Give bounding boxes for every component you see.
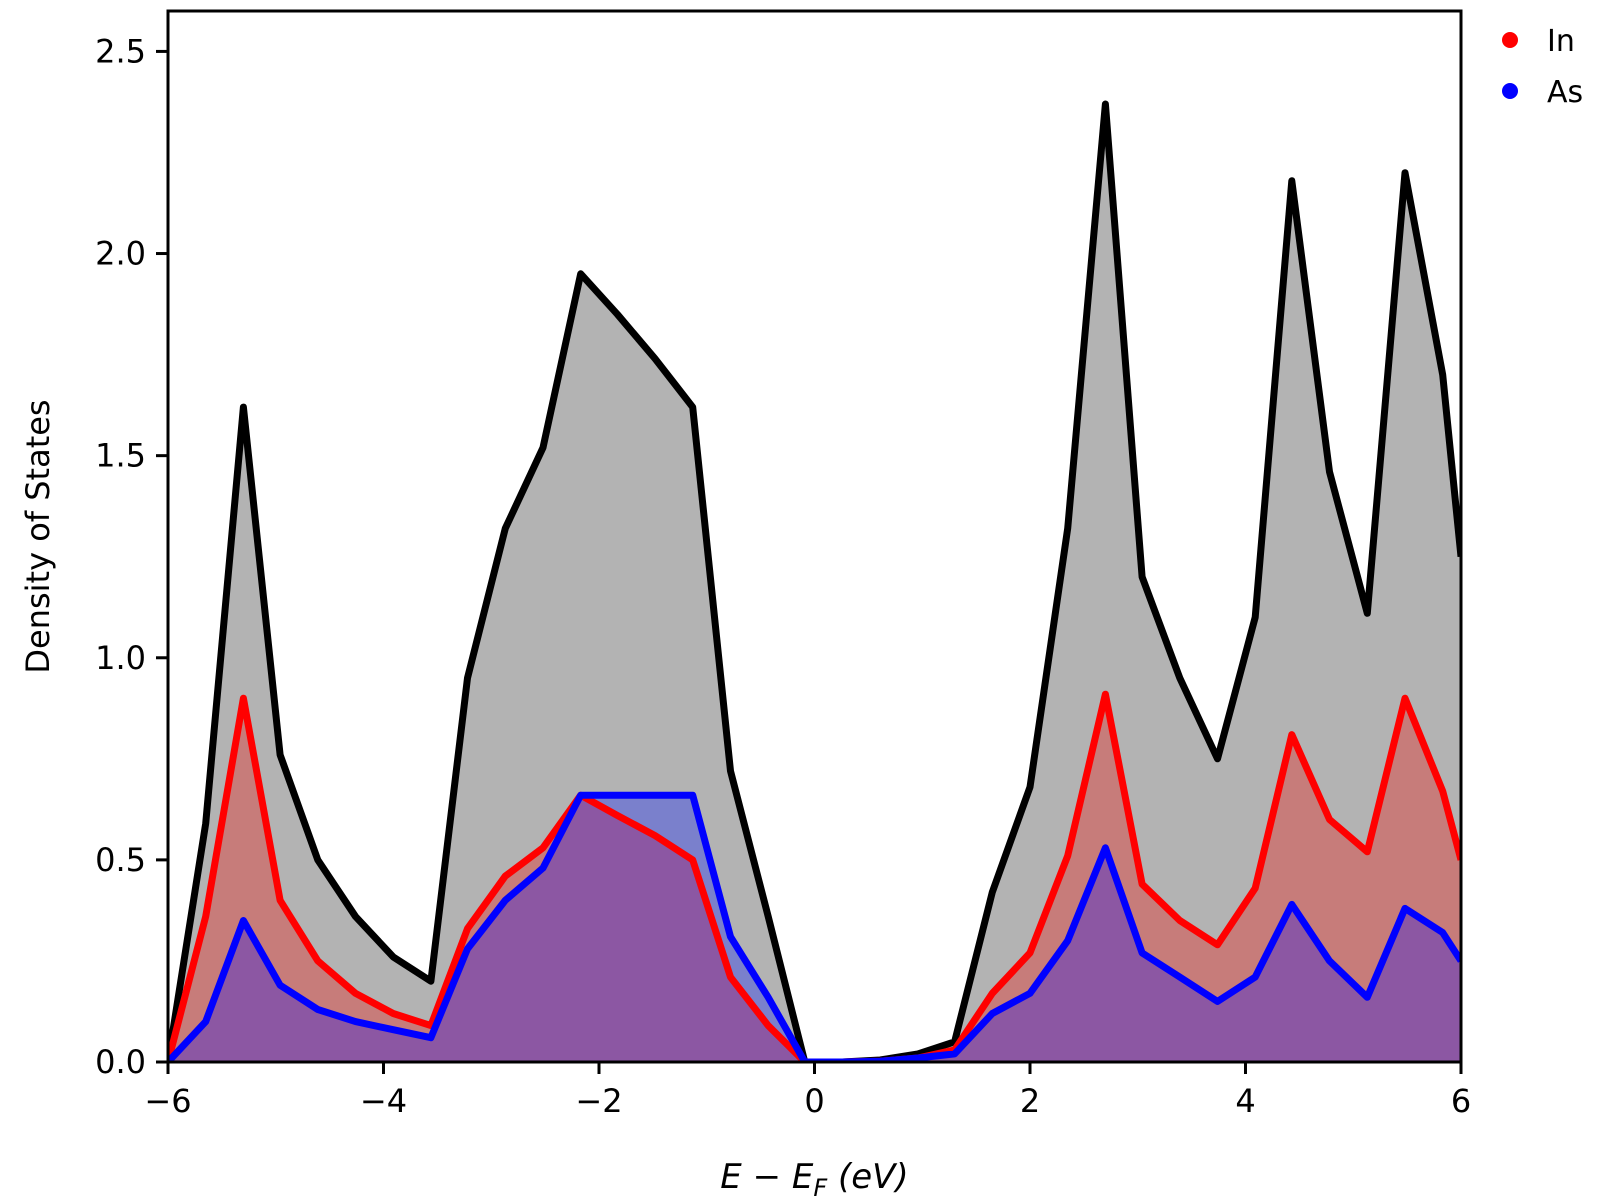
y-tick-label: 0.0 bbox=[95, 1043, 146, 1081]
area-fills bbox=[168, 104, 1461, 1062]
x-tick-label: −4 bbox=[360, 1082, 407, 1120]
x-tick-label: −2 bbox=[575, 1082, 622, 1120]
x-tick-label: 6 bbox=[1451, 1082, 1471, 1120]
legend: In As bbox=[1502, 24, 1583, 110]
x-axis-ticks: −6 −4 −2 0 2 4 6 bbox=[144, 1062, 1471, 1120]
legend-label-as: As bbox=[1547, 75, 1583, 110]
as-line bbox=[168, 791, 1461, 1062]
y-axis-ticks: 0.0 0.5 1.0 1.5 2.0 2.5 bbox=[95, 32, 168, 1081]
total-area-fill bbox=[168, 104, 1461, 1062]
x-tick-label: 0 bbox=[804, 1082, 824, 1120]
legend-label-in: In bbox=[1547, 24, 1575, 59]
y-axis-label: Density of States bbox=[19, 399, 57, 673]
x-tick-label: 4 bbox=[1235, 1082, 1255, 1120]
x-tick-label: −6 bbox=[144, 1082, 191, 1120]
series-lines bbox=[168, 100, 1461, 1062]
x-axis-label: E − EF (eV) bbox=[720, 1157, 908, 1200]
legend-marker-in bbox=[1502, 32, 1518, 48]
legend-marker-as bbox=[1502, 83, 1518, 99]
y-tick-label: 1.0 bbox=[95, 639, 146, 677]
y-tick-label: 2.5 bbox=[95, 32, 146, 70]
x-tick-label: 2 bbox=[1020, 1082, 1040, 1120]
y-tick-label: 0.5 bbox=[95, 841, 146, 879]
in-line bbox=[168, 690, 1461, 1062]
y-tick-label: 2.0 bbox=[95, 235, 146, 273]
y-tick-label: 1.5 bbox=[95, 437, 146, 475]
total-line bbox=[168, 100, 1461, 1062]
in-as-overlap-fill bbox=[168, 795, 1461, 1062]
